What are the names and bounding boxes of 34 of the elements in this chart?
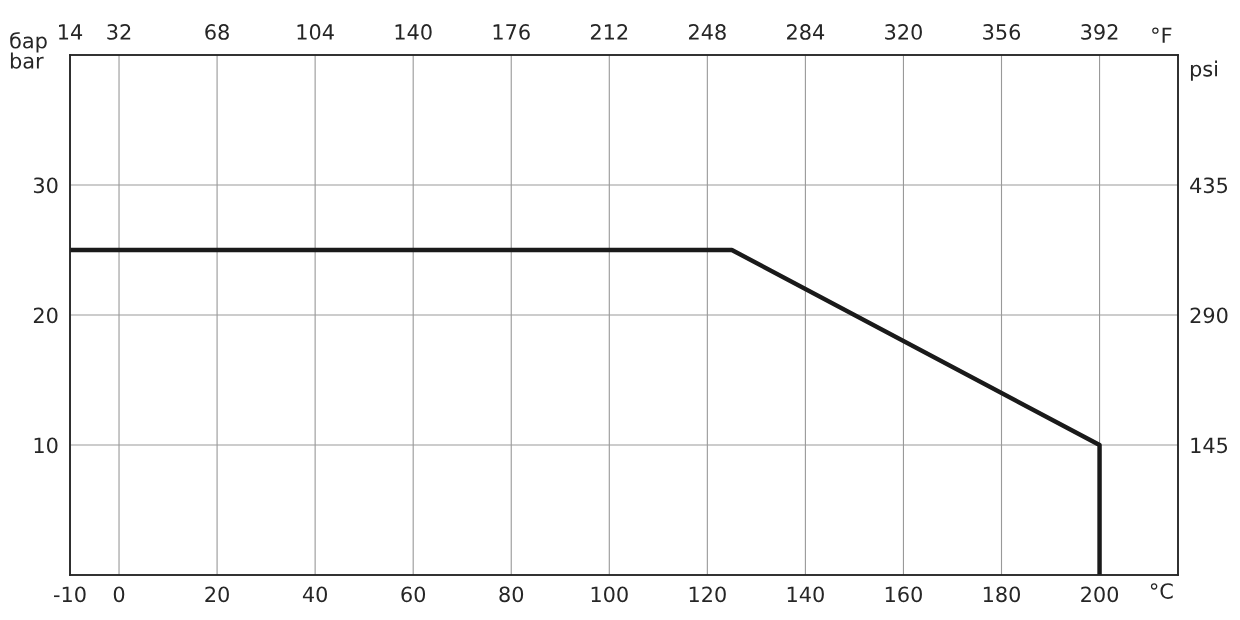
x-tick-label: 80 [499, 586, 524, 603]
x-tick-label: 20 [205, 586, 229, 603]
x2-tick-label: 68 [205, 24, 229, 40]
x-tick-label: 100 [591, 586, 628, 603]
y-tick-label: 10 [34, 437, 58, 454]
x2-tick-label: 356 [983, 24, 1021, 40]
x-axis-title: °C [1150, 583, 1173, 599]
x-tick-label: -10 [54, 586, 86, 603]
x2-axis-title: °F [1152, 27, 1172, 43]
x2-tick-label: 140 [395, 24, 432, 40]
x2-tick-label: 212 [590, 24, 628, 40]
x2-tick-label: 104 [297, 24, 334, 40]
x2-tick-label: 392 [1081, 24, 1118, 40]
x2-tick-label: 320 [885, 24, 922, 40]
y2-tick-label: 145 [1191, 437, 1228, 454]
x2-tick-label: 14 [59, 24, 83, 40]
y-tick-label: 20 [33, 307, 58, 324]
y-axis-title: бар bar [10, 32, 47, 69]
x-tick-label: 160 [885, 586, 922, 603]
y2-tick-label: 290 [1190, 307, 1228, 324]
x-tick-label: 40 [302, 586, 327, 603]
x-tick-label: 0 [113, 586, 125, 603]
y-tick-label: 30 [33, 177, 58, 194]
x-tick-label: 120 [689, 586, 726, 603]
x2-tick-label: 248 [688, 24, 726, 40]
y2-tick-label: 435 [1190, 177, 1228, 194]
x2-tick-label: 284 [787, 24, 825, 40]
x-tick-label: 180 [983, 586, 1020, 603]
x2-tick-label: 32 [107, 24, 131, 40]
x-tick-label: 140 [787, 586, 824, 603]
x2-tick-label: 176 [493, 24, 530, 40]
x-tick-label: 200 [1081, 586, 1119, 603]
x-tick-label: 60 [401, 586, 426, 603]
y2-axis-title: psi [1190, 60, 1217, 81]
